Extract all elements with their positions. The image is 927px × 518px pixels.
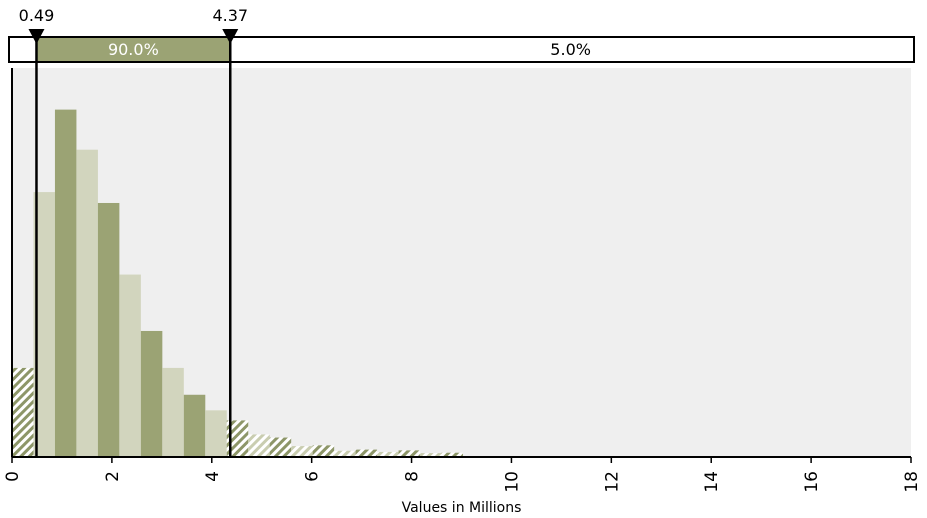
histogram-bar [441,452,463,457]
histogram-bar [54,109,77,458]
histogram-bar [33,192,55,457]
histogram-bar [12,367,34,457]
histogram-bar [97,202,120,457]
x-tick-label: 14 [702,471,722,493]
x-tick-label: 8 [403,471,423,482]
bars-group [12,109,463,458]
x-tick-label: 12 [602,471,622,493]
x-axis-label: Values in Millions [402,500,522,516]
histogram-bar [334,450,356,457]
x-tick-label: 16 [802,471,822,493]
percent-band-right-label: 5.0% [550,40,591,59]
x-axis-ticks: 0 2 4 6 8 10 12 14 16 18 [3,457,922,493]
lower-marker-label: 0.49 [19,6,55,25]
x-tick-label: 10 [502,471,522,493]
histogram-bar [269,437,292,457]
percent-band-middle [36,38,231,61]
histogram-bar [420,453,442,457]
x-tick-label: 0 [3,471,23,482]
histogram-bar [76,149,98,457]
x-tick-label: 2 [103,471,123,482]
histogram-bar [205,410,227,457]
histogram-bar [140,330,163,457]
percent-band-middle-label: 90.0% [108,40,159,59]
histogram-bar [398,450,421,457]
histogram-bar [355,449,378,457]
histogram-bar [291,446,313,457]
histogram-bar [312,445,335,457]
histogram-bar [377,451,399,457]
upper-marker-label: 4.37 [212,6,248,25]
histogram-bar [226,420,249,457]
x-tick-label: 6 [303,471,323,482]
histogram-bar [248,434,270,457]
histogram-bar [119,274,141,457]
histogram-bar [162,367,184,457]
upper-marker-triangle[interactable] [222,29,239,44]
histogram-bar [183,394,206,457]
x-tick-label: 18 [902,471,922,493]
lower-marker-triangle[interactable] [28,29,45,44]
x-tick-label: 4 [203,471,223,482]
